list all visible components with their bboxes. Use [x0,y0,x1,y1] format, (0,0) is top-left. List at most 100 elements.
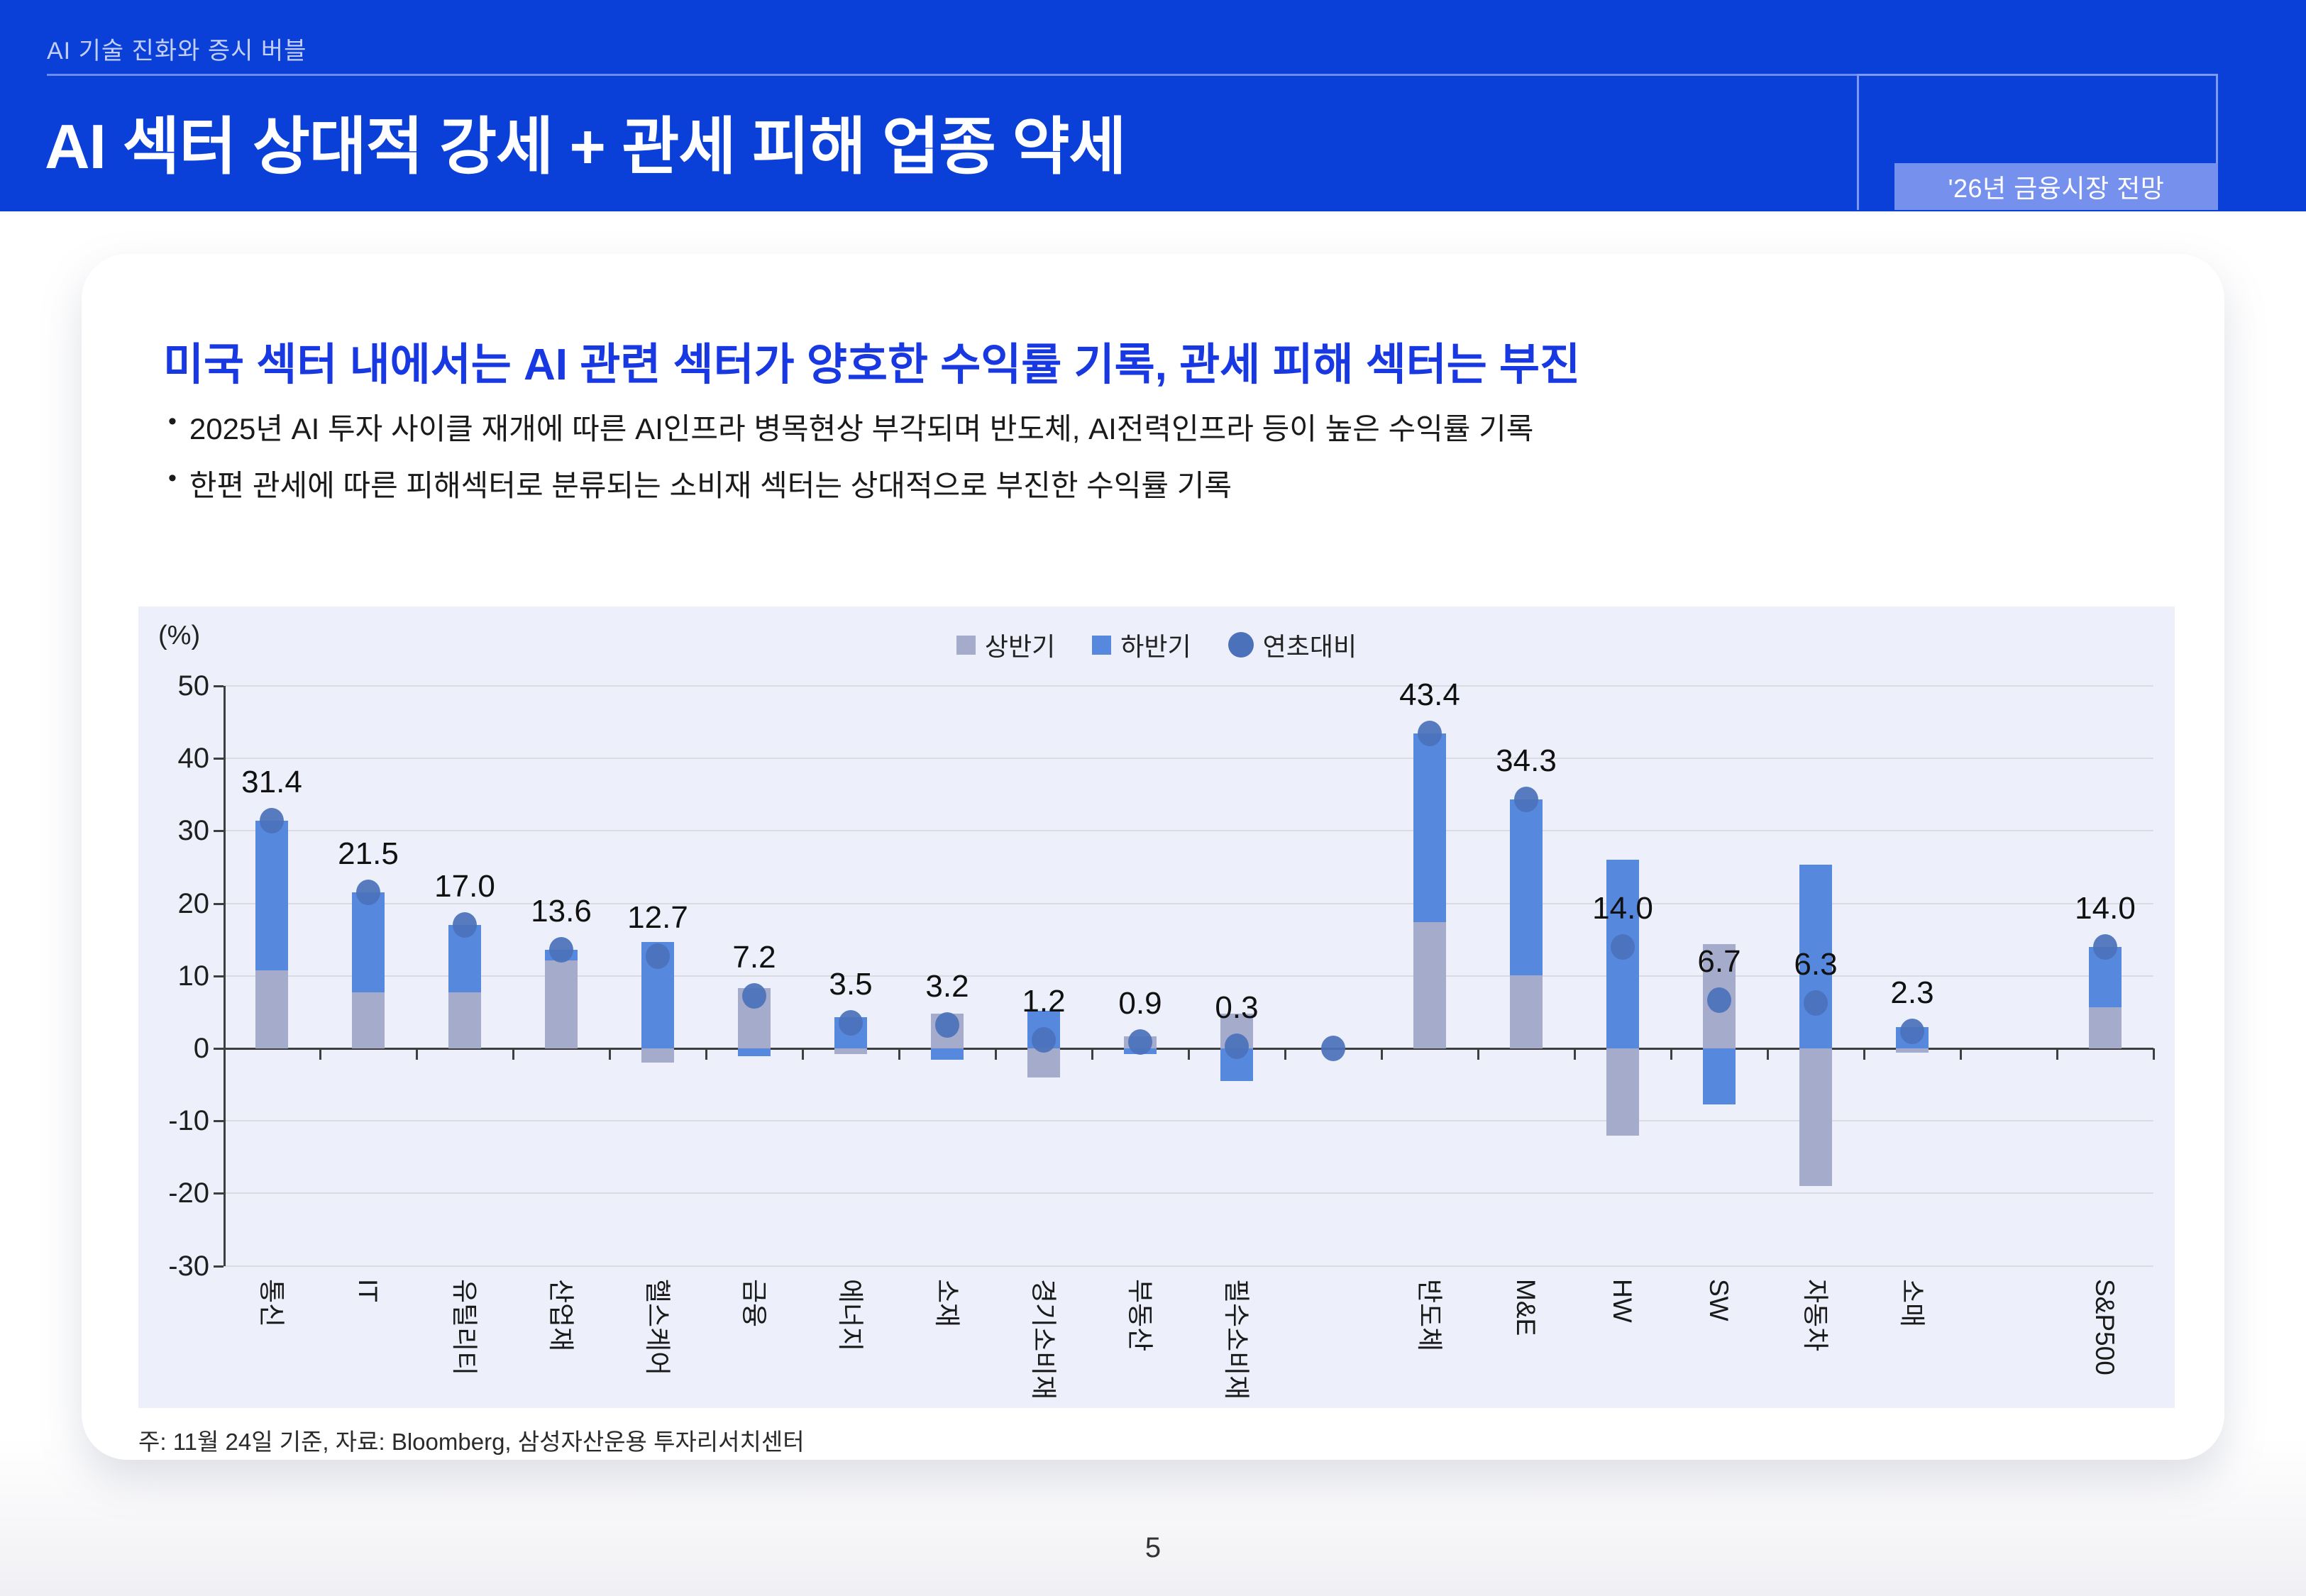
data-label: 14.0 [2075,890,2136,926]
bullet-marker: • [168,465,177,492]
page-title: AI 섹터 상대적 강세 + 관세 피해 업종 약세 [45,111,1126,182]
ytd-dot [549,937,573,963]
header-divider-line [47,74,2218,76]
source-note: 주: 11월 24일 기준, 자료: Bloomberg, 삼성자산운용 투자리… [138,1429,805,1455]
category-label: 유틸리티 [450,1278,479,1375]
gridline [224,1265,2153,1267]
gridline [224,685,2153,687]
bar-first-half [1510,975,1543,1048]
y-axis-tick [214,1120,224,1123]
ytd-dot [742,983,766,1009]
x-axis-tick [1188,1048,1190,1060]
x-axis-tick [1863,1048,1865,1060]
x-axis-tick [1960,1048,1962,1060]
x-axis-tick [1767,1048,1769,1060]
data-label: 0.9 [1118,985,1162,1021]
bullet-item: • 2025년 AI 투자 사이클 재개에 따른 AI인프라 병목현상 부각되며… [168,405,1533,448]
ytd-dot [646,943,670,970]
y-axis-tick [214,1048,224,1050]
y-axis-tick [214,758,224,760]
bar-first-half [1606,1048,1639,1136]
bar-first-half [545,960,578,1048]
bar-first-half [448,992,481,1048]
ytd-dot [839,1010,863,1036]
ytd-dot [1032,1026,1056,1053]
x-axis-tick [705,1048,707,1060]
category-label: 소매 [1897,1278,1926,1327]
bar-second-half [1799,865,1832,1048]
forecast-badge: '26년 금융시장 전망 [1894,163,2218,210]
data-label: 34.3 [1496,743,1557,779]
slide-header: AI 기술 진화와 증시 버블 AI 섹터 상대적 강세 + 관세 피해 업종 … [0,0,2306,211]
bullet-text: 한편 관세에 따른 피해섹터로 분류되는 소비재 섹터는 상대적으로 부진한 수… [189,469,1232,502]
bar-first-half [352,992,385,1048]
category-label: 경기소비재 [1029,1278,1058,1400]
data-label: 3.2 [925,969,969,1004]
bar-first-half [1896,1048,1929,1053]
category-label: 에너지 [836,1278,865,1351]
ytd-dot [1900,1019,1924,1045]
gridline [224,902,2153,904]
legend-square-icon [956,635,976,655]
data-label: 7.2 [732,940,776,975]
y-axis-tick [214,1265,224,1268]
data-label: 21.5 [338,836,399,872]
legend-item: 상반기 [956,626,1055,663]
gridline [224,758,2153,760]
bar-second-half [352,892,385,993]
data-label: 6.7 [1697,943,1741,979]
y-axis-label: 30 [177,815,210,847]
x-axis-tick [1477,1048,1479,1060]
ytd-dot [1707,987,1731,1013]
gridline [224,975,2153,977]
y-axis-label: -30 [168,1250,209,1282]
bar-second-half [1703,1048,1736,1104]
ytd-dot [1611,933,1635,960]
legend-label: 연초대비 [1262,632,1357,661]
ytd-dot [1128,1029,1152,1055]
y-axis-unit-label: (%) [158,621,201,650]
ytd-dot [2093,933,2117,960]
bar-first-half [1027,1048,1060,1077]
y-axis-label: 10 [177,960,210,992]
category-label: 소재 [932,1278,961,1327]
content-card: 미국 섹터 내에서는 AI 관련 섹터가 양호한 수익률 기록, 관세 피해 섹… [82,254,2224,1460]
bar-first-half [1413,922,1446,1048]
category-label: 금융 [739,1278,768,1327]
bar-second-half [738,1048,771,1057]
bar-first-half [641,1048,674,1063]
ytd-dot [1418,721,1442,747]
y-axis-label: 0 [193,1033,209,1064]
y-axis-label: -10 [168,1105,209,1137]
category-label: HW [1608,1278,1637,1323]
y-axis-line [224,686,226,1266]
bar-second-half [1510,799,1543,975]
gridline [224,1192,2153,1195]
ytd-dot [356,880,380,906]
x-axis-tick [512,1048,514,1060]
y-axis-tick [214,1192,224,1195]
section-heading: 미국 섹터 내에서는 AI 관련 섹터가 양호한 수익률 기록, 관세 피해 섹… [163,340,1581,389]
legend-square-icon [1092,635,1112,655]
data-label: 6.3 [1794,946,1838,982]
sector-returns-chart: (%) 상반기 하반기 연초대비 50 40 30 20 10 0 -10 -20 -30 31.4 통… [138,606,2175,1408]
x-axis-tick [802,1048,804,1060]
data-label: 12.7 [627,900,688,936]
data-label: 31.4 [241,765,302,800]
y-axis-label: 50 [177,670,210,702]
legend-circle-icon [1228,632,1254,658]
ytd-dot [1321,1036,1345,1061]
legend-item: 연초대비 [1228,626,1357,663]
bullet-marker: • [168,408,177,435]
x-axis-tick [319,1048,321,1060]
y-axis-label: 40 [177,743,210,775]
bullet-text: 2025년 AI 투자 사이클 재개에 따른 AI인프라 병목현상 부각되며 반… [189,412,1534,445]
data-label: 2.3 [1890,975,1934,1011]
gridline [224,1120,2153,1122]
ytd-dot [453,912,477,938]
category-label: 통신 [257,1278,286,1327]
gridline [224,830,2153,832]
x-axis-tick [995,1048,997,1060]
x-axis-tick [2153,1048,2155,1060]
header-outline-box [1857,74,2218,210]
